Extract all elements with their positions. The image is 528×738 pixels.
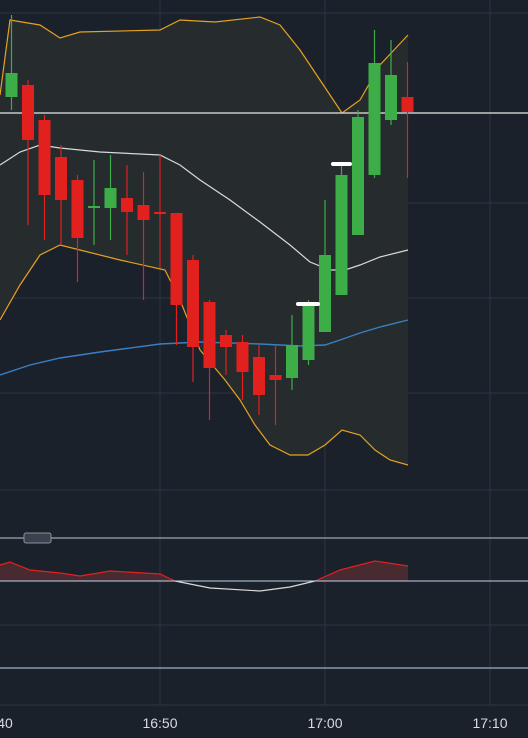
candles [5,15,414,425]
candle-body [88,206,100,208]
indicator-mid [174,580,316,592]
candle-body [55,157,67,200]
candle-body [104,188,117,208]
x-tick-label: 17:00 [307,715,342,731]
candle-body [5,73,18,97]
pane-handle[interactable] [23,532,52,544]
candle-body [71,180,84,238]
candle-body [352,117,364,235]
candle-body [220,335,232,347]
x-tick-label: 16:50 [142,715,177,731]
lower-band [0,244,409,466]
indicator-up2 [314,560,409,582]
x-tick-label: 17:10 [472,715,507,731]
candle-body [385,75,397,120]
candle-body [38,120,51,195]
candle-body [137,205,150,220]
candle-body [121,198,133,212]
candle-body [368,63,381,175]
indicator-fill [0,561,408,581]
x-tick-label: 40 [0,715,13,731]
candle-body [203,302,216,368]
candle-body [335,175,348,295]
candle-body [154,212,166,214]
candle-body [22,85,34,140]
indicator-up [0,561,176,582]
middle-band [0,144,409,271]
candle-body [319,255,331,332]
candle-body [401,97,414,112]
candle-body [302,305,315,360]
candle-body [286,345,298,378]
candle-body [236,342,249,372]
candle-body [253,357,265,395]
candle-body [170,213,183,305]
upper-band [0,16,409,114]
moving-average [0,319,409,376]
candle-body [187,260,199,347]
candle-body [269,375,282,380]
